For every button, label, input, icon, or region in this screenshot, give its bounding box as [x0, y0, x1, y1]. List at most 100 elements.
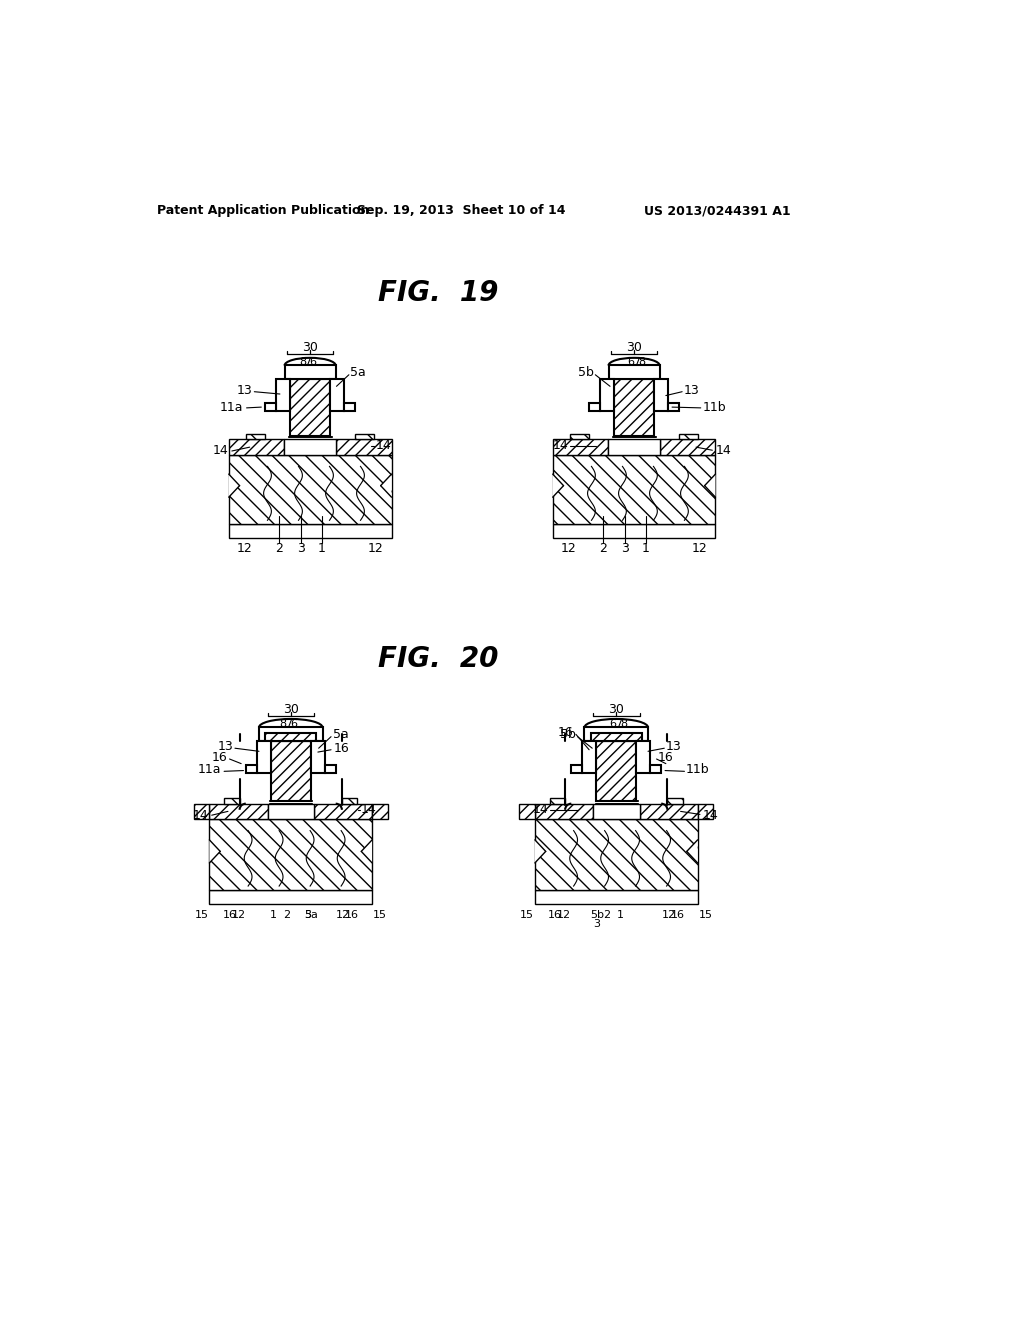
Bar [267, 804, 314, 818]
Text: 16: 16 [558, 726, 573, 739]
Text: 5b: 5b [590, 909, 604, 920]
Text: 3: 3 [297, 543, 305, 556]
Text: 30: 30 [626, 342, 642, 354]
Bar [553, 524, 716, 539]
Text: 2: 2 [599, 543, 607, 556]
Bar [209, 804, 267, 818]
Text: Patent Application Publication: Patent Application Publication [158, 205, 370, 218]
Text: 5a: 5a [350, 366, 367, 379]
Text: 12: 12 [560, 543, 577, 556]
Text: 16: 16 [671, 909, 684, 920]
Bar [589, 404, 600, 411]
Text: 5a: 5a [304, 909, 317, 920]
Bar [669, 404, 679, 411]
Bar [654, 379, 669, 411]
Bar [337, 440, 391, 455]
Text: 14: 14 [376, 440, 392, 453]
Text: 16: 16 [222, 909, 237, 920]
Bar [314, 804, 372, 818]
Bar [535, 890, 697, 904]
Text: 13: 13 [684, 384, 699, 397]
Text: 5b: 5b [560, 727, 575, 741]
Bar [535, 818, 697, 890]
Polygon shape [361, 840, 372, 863]
Bar [571, 766, 583, 774]
Bar [285, 364, 336, 379]
Bar [290, 379, 331, 437]
Polygon shape [381, 474, 391, 498]
Text: 15: 15 [373, 909, 387, 920]
Text: 30: 30 [283, 704, 299, 717]
Text: 5a: 5a [334, 727, 349, 741]
Text: 14: 14 [213, 445, 228, 458]
Bar [331, 379, 344, 411]
Polygon shape [228, 474, 240, 498]
Bar [228, 455, 391, 524]
Bar [553, 440, 607, 455]
Bar [553, 455, 716, 524]
Bar [569, 434, 589, 440]
Bar [636, 741, 650, 774]
Text: 7: 7 [304, 356, 311, 367]
Bar [650, 766, 662, 774]
Bar [614, 379, 654, 437]
Bar [608, 364, 659, 379]
Bar [265, 733, 316, 741]
Bar [372, 804, 388, 818]
Text: 15: 15 [195, 909, 209, 920]
Text: 16: 16 [658, 751, 674, 764]
Bar [600, 379, 614, 411]
Text: 13: 13 [666, 741, 682, 754]
Text: 12: 12 [368, 543, 384, 556]
Bar [270, 741, 311, 800]
Bar [679, 434, 698, 440]
Text: 8: 8 [638, 356, 645, 367]
Text: US 2013/0244391 A1: US 2013/0244391 A1 [644, 205, 791, 218]
Text: 1: 1 [270, 909, 278, 920]
Bar [550, 799, 565, 804]
Polygon shape [687, 840, 697, 863]
Text: 12: 12 [662, 909, 676, 920]
Bar [591, 733, 642, 741]
Text: 7: 7 [285, 718, 292, 729]
Bar [257, 741, 270, 774]
Polygon shape [535, 840, 546, 863]
Bar [519, 804, 535, 818]
Text: 12: 12 [336, 909, 350, 920]
Text: 8: 8 [280, 718, 287, 729]
Bar [246, 434, 265, 440]
Bar [660, 440, 716, 455]
Text: 8: 8 [621, 718, 628, 729]
Text: 2: 2 [284, 909, 291, 920]
Text: 14: 14 [702, 809, 718, 822]
Text: 1: 1 [317, 543, 326, 556]
Bar [224, 799, 240, 804]
Text: 14: 14 [532, 804, 548, 816]
Text: 14: 14 [193, 809, 209, 822]
Text: 11a: 11a [220, 401, 244, 414]
Bar [259, 726, 323, 741]
Text: 3: 3 [593, 919, 600, 929]
Text: 7: 7 [615, 718, 623, 729]
Bar [585, 726, 648, 741]
Text: 3: 3 [621, 543, 629, 556]
Bar [596, 741, 636, 800]
Text: 7: 7 [633, 356, 640, 367]
Text: 1: 1 [642, 543, 649, 556]
Text: FIG.  19: FIG. 19 [378, 279, 499, 308]
Polygon shape [705, 474, 716, 498]
Bar [535, 804, 593, 818]
Text: 14: 14 [716, 445, 731, 458]
Bar [583, 741, 596, 774]
Text: 16: 16 [211, 751, 227, 764]
Text: 13: 13 [218, 741, 233, 754]
Text: 5b: 5b [578, 366, 594, 379]
Text: 2: 2 [603, 909, 610, 920]
Bar [668, 799, 683, 804]
Bar [209, 890, 372, 904]
Text: 11b: 11b [686, 763, 710, 776]
Bar [640, 804, 697, 818]
Bar [228, 524, 391, 539]
Text: 12: 12 [557, 909, 571, 920]
Text: 2: 2 [275, 543, 283, 556]
